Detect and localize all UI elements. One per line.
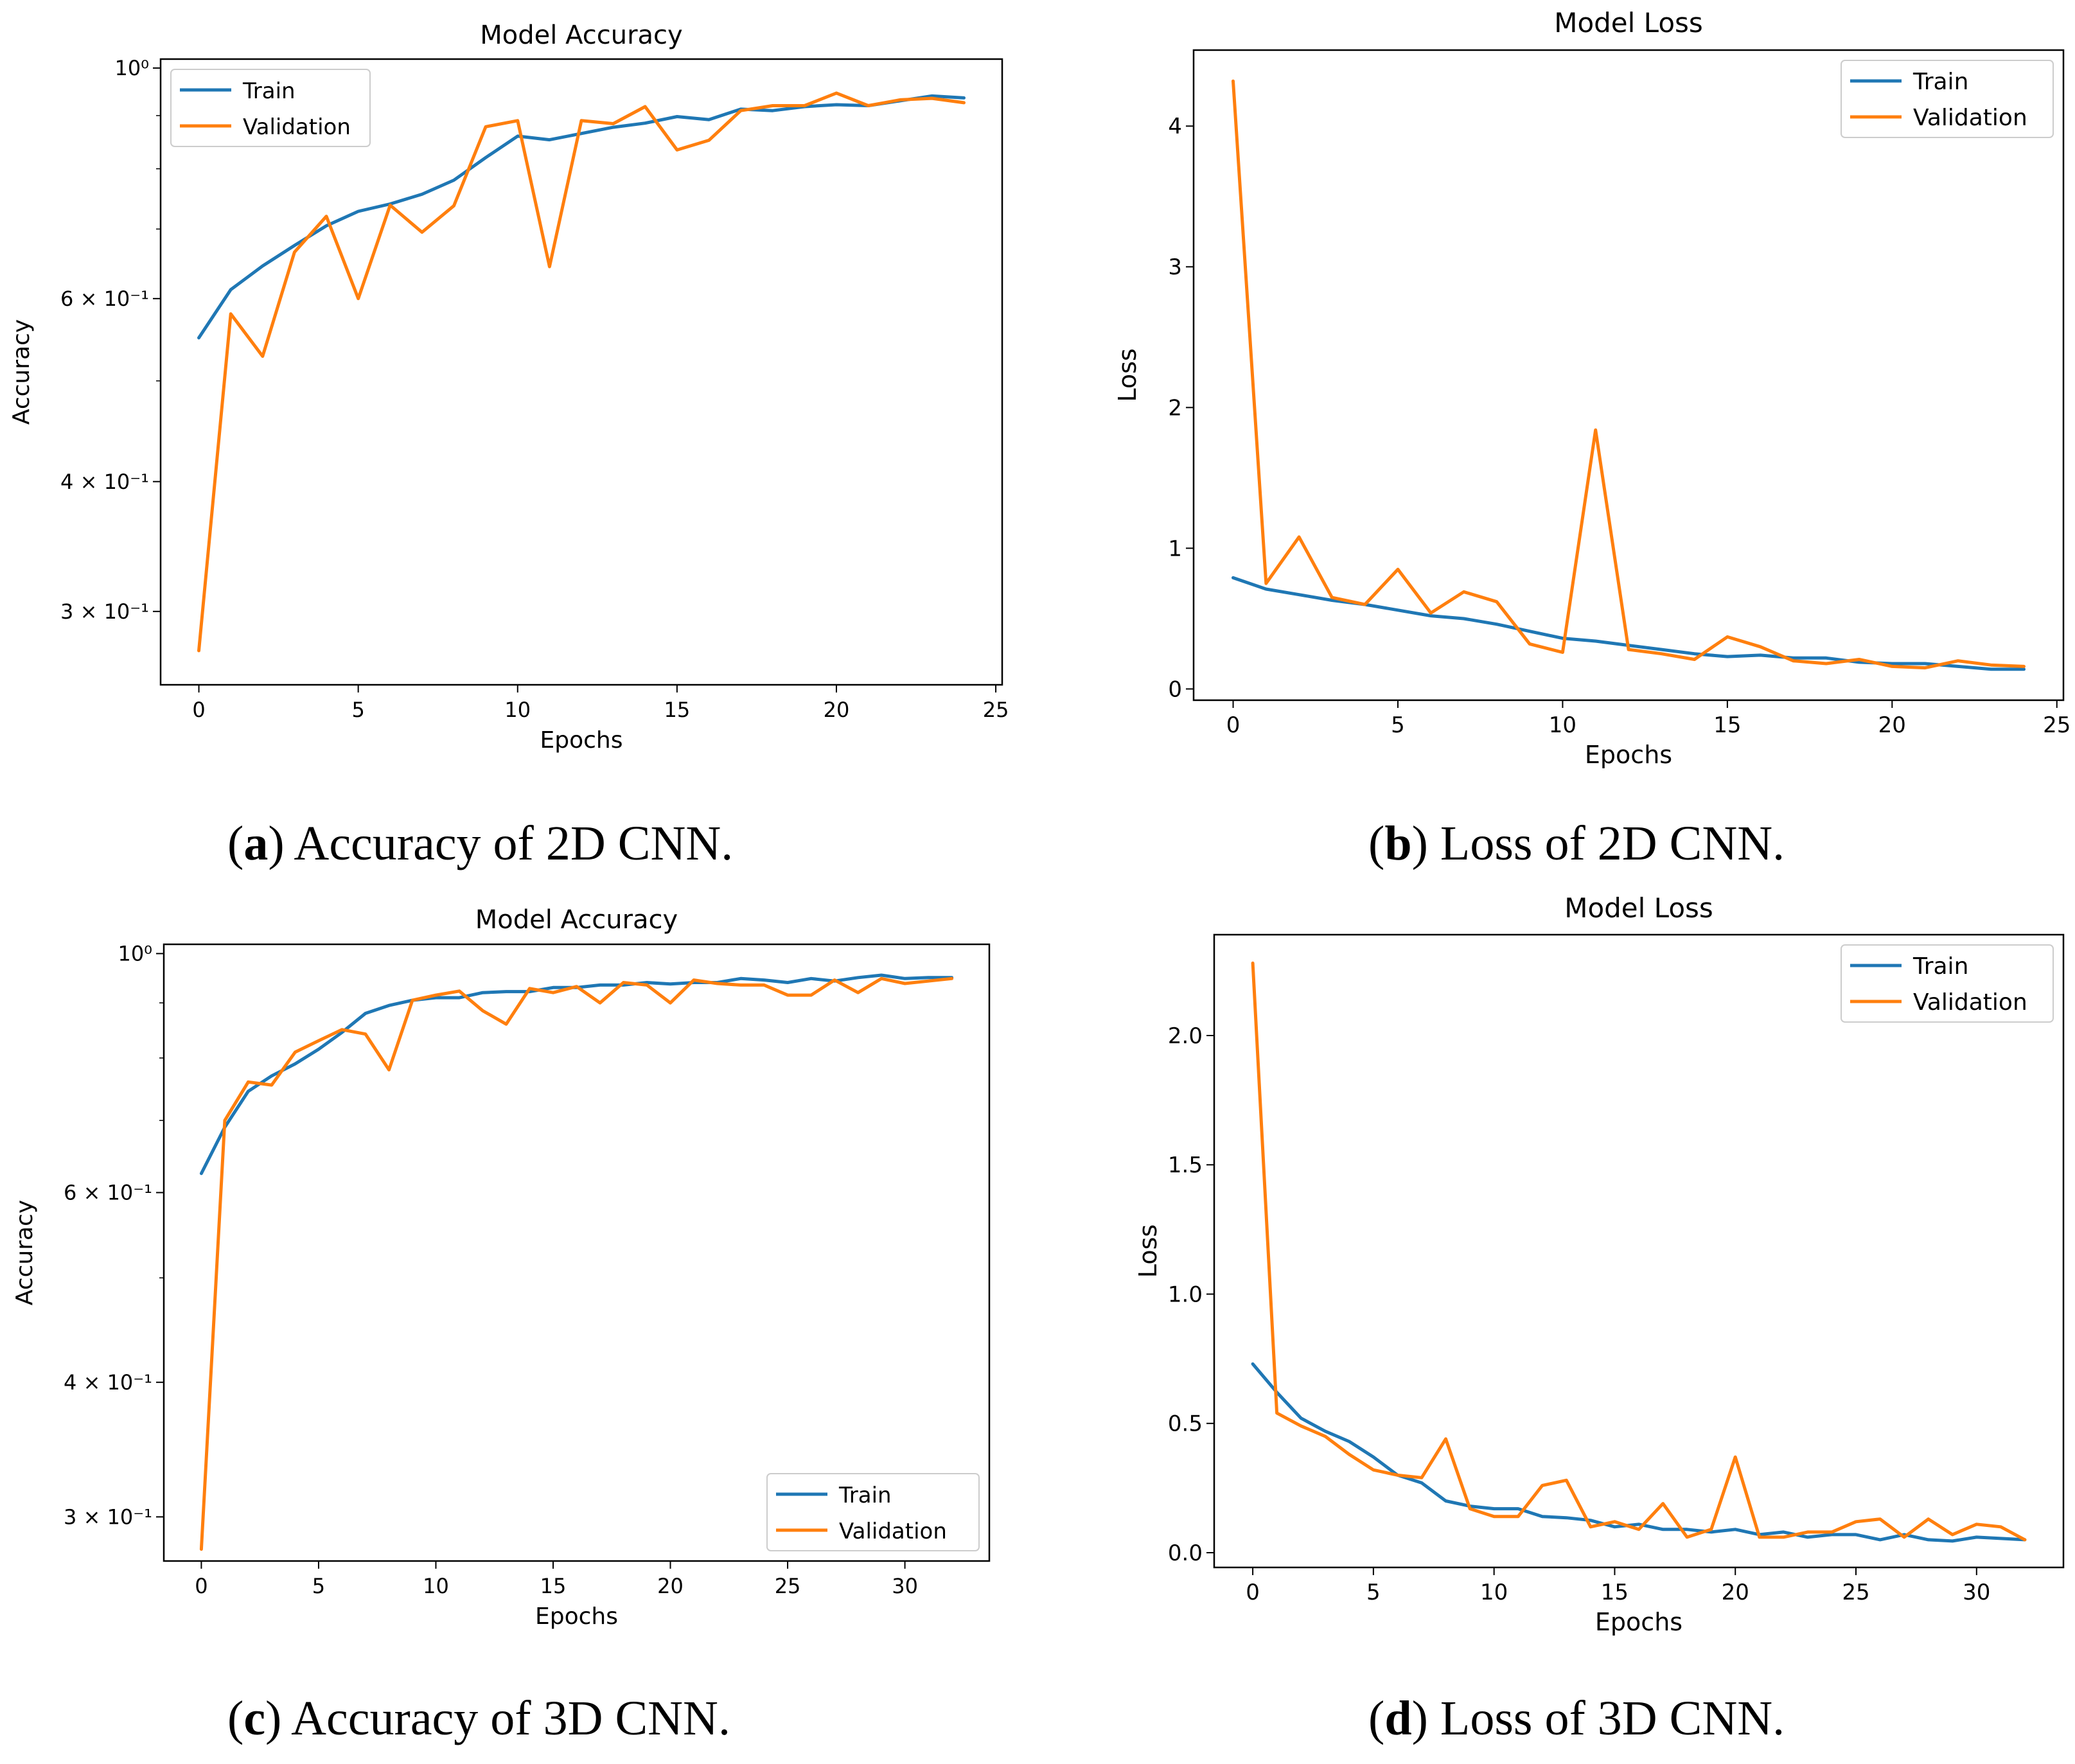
caption-b-letter: b — [1384, 816, 1412, 870]
y-tick-label: 1.0 — [1168, 1282, 1203, 1307]
x-tick-label: 5 — [1391, 712, 1405, 738]
x-tick-label: 0 — [192, 698, 205, 722]
legend-label-validation: Validation — [243, 114, 351, 140]
x-tick-label: 10 — [423, 1574, 449, 1598]
y-tick-label: 2 — [1168, 395, 1182, 421]
series-line-validation — [1251, 961, 2027, 1542]
x-tick-label: 15 — [1601, 1580, 1629, 1605]
x-tick-label: 20 — [1722, 1580, 1749, 1605]
y-tick-label: 3 × 10⁻¹ — [64, 1505, 152, 1530]
plot-frame — [1192, 49, 2065, 701]
y-tick-label: 0.0 — [1168, 1540, 1203, 1566]
y-tick-label: 6 × 10⁻¹ — [60, 287, 149, 311]
y-tick-label: 0 — [1168, 676, 1182, 702]
chart-b: Model Loss 0 5 10 15 20 25 0 1 2 3 4 Epochs Loss Train… — [1113, 7, 2071, 769]
legend-label-validation: Validation — [1913, 105, 2027, 131]
y-axis-label: Loss — [1113, 348, 1142, 401]
x-tick-label: 0 — [195, 1574, 208, 1598]
chart-c: Model Accuracy 0 5 10 15 20 25 30 3 × 10⁻¹ 4 × 10… — [12, 905, 991, 1630]
x-axis-label: Epochs — [540, 727, 623, 754]
x-tick-label: 10 — [504, 698, 531, 722]
x-tick-label: 20 — [824, 698, 850, 722]
y-tick-label: 6 × 10⁻¹ — [64, 1181, 152, 1205]
caption-d-text: Loss of 3D CNN. — [1427, 1691, 1785, 1745]
x-tick-label: 30 — [1963, 1580, 1990, 1605]
y-tick-label: 3 × 10⁻¹ — [60, 599, 149, 624]
x-tick-label: 25 — [775, 1574, 801, 1598]
caption-b: (b) Loss of 2D CNN. — [1368, 816, 1785, 870]
caption-d-letter: d — [1384, 1691, 1412, 1745]
y-tick-label: 10⁰ — [114, 56, 149, 80]
y-tick-label: 1 — [1168, 536, 1182, 561]
chart-title: Model Loss — [1564, 892, 1713, 924]
legend: Train Validation — [766, 1473, 980, 1551]
x-tick-label: 10 — [1549, 712, 1576, 738]
chart-a: Model Accuracy 0 5 10 15 20 25 3 × 10⁻¹ 4 × 10⁻¹… — [8, 21, 1009, 754]
y-tick-label: 4 × 10⁻¹ — [60, 470, 149, 494]
y-tick-label: 4 — [1168, 114, 1182, 139]
x-tick-label: 15 — [540, 1574, 567, 1598]
caption-c-letter: c — [243, 1691, 266, 1745]
x-tick-label: 20 — [1878, 712, 1906, 738]
x-tick-label: 15 — [1713, 712, 1741, 738]
caption-c: (c) Accuracy of 3D CNN. — [227, 1691, 730, 1745]
x-axis-label: Epochs — [535, 1603, 618, 1630]
caption-b-text: Loss of 2D CNN. — [1427, 816, 1785, 870]
caption-a-text: Accuracy of 2D CNN. — [284, 816, 734, 870]
legend: Train Validation — [1841, 60, 2054, 138]
series-line-train — [1232, 576, 2026, 671]
legend: Train Validation — [1841, 944, 2054, 1023]
caption-d: (d) Loss of 3D CNN. — [1368, 1691, 1785, 1745]
series-line-train — [1251, 1362, 2027, 1543]
caption-c-text: Accuracy of 3D CNN. — [281, 1691, 730, 1745]
y-axis-label: Accuracy — [8, 319, 35, 425]
legend-label-validation: Validation — [839, 1519, 947, 1544]
y-tick-label: 10⁰ — [118, 942, 152, 966]
caption-a-letter: a — [243, 816, 269, 870]
y-tick-label: 2.0 — [1168, 1023, 1203, 1049]
caption-a: (a) Accuracy of 2D CNN. — [227, 816, 734, 870]
plot-frame — [163, 943, 991, 1562]
x-axis-label: Epochs — [1585, 741, 1672, 769]
y-tick-label: 3 — [1168, 254, 1182, 280]
legend-label-validation: Validation — [1913, 989, 2027, 1016]
legend-label-train: Train — [1912, 69, 1968, 95]
y-axis-label: Accuracy — [12, 1200, 38, 1305]
y-tick-label: 4 × 10⁻¹ — [64, 1370, 152, 1395]
x-tick-label: 5 — [1366, 1580, 1381, 1605]
x-tick-label: 5 — [351, 698, 364, 722]
x-tick-label: 0 — [1246, 1580, 1260, 1605]
x-axis-label: Epochs — [1595, 1608, 1682, 1636]
x-tick-label: 15 — [664, 698, 691, 722]
plot-frame — [1213, 933, 2065, 1569]
series-line-train — [197, 94, 966, 340]
x-tick-label: 20 — [657, 1574, 684, 1598]
chart-title: Model Loss — [1554, 7, 1703, 39]
x-tick-label: 25 — [1842, 1580, 1869, 1605]
series-line-validation — [199, 976, 954, 1551]
y-axis-label: Loss — [1134, 1224, 1162, 1278]
y-tick-label: 1.5 — [1168, 1152, 1203, 1178]
plot-frame — [159, 58, 1003, 686]
y-tick-label: 0.5 — [1168, 1411, 1203, 1437]
x-tick-label: 25 — [983, 698, 1009, 722]
legend-label-train: Train — [1912, 953, 1968, 980]
x-tick-label: 5 — [312, 1574, 325, 1598]
x-tick-label: 0 — [1226, 712, 1241, 738]
x-tick-label: 25 — [2043, 712, 2071, 738]
chart-d: Model Loss 0 5 10 15 20 25 30 0.0 0.5 1.0 1.5 2.0 Epo… — [1134, 892, 2065, 1636]
series-line-validation — [197, 91, 966, 653]
chart-title: Model Accuracy — [480, 21, 682, 50]
series-line-train — [199, 973, 954, 1176]
series-line-validation — [1232, 79, 2026, 670]
legend-label-train: Train — [242, 78, 296, 104]
chart-title: Model Accuracy — [475, 905, 678, 935]
x-tick-label: 30 — [892, 1574, 918, 1598]
legend: Train Validation — [170, 69, 371, 147]
legend-label-train: Train — [838, 1483, 892, 1508]
x-tick-label: 10 — [1480, 1580, 1508, 1605]
